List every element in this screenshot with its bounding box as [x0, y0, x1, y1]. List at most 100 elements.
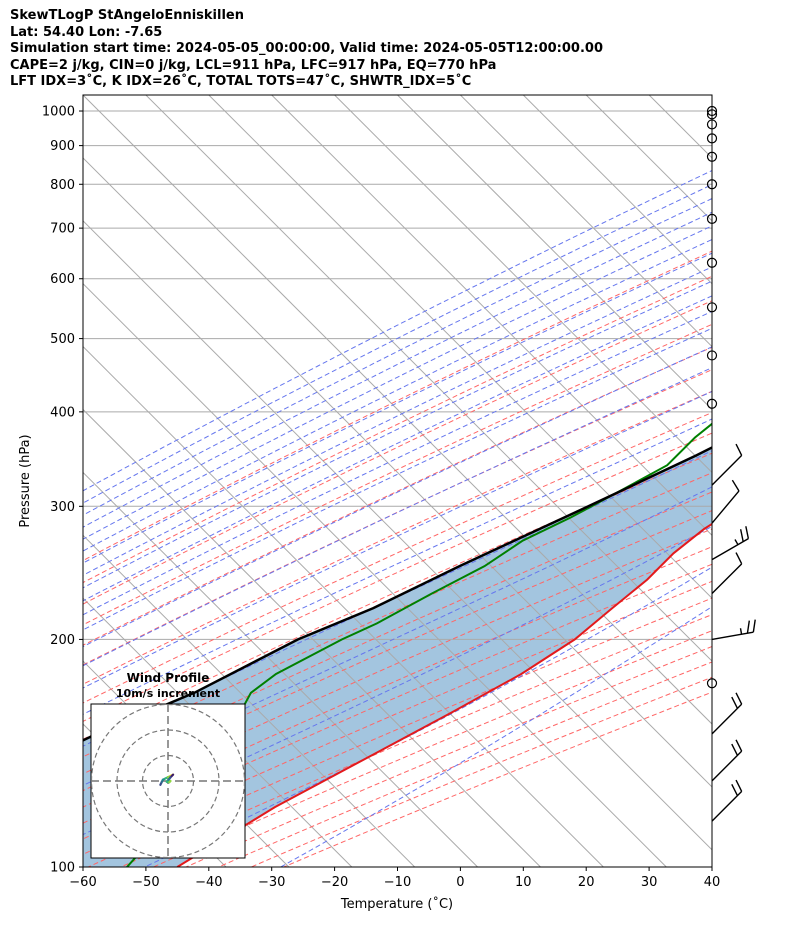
hodograph-title: Wind Profile	[127, 671, 210, 685]
dry-adiabat	[251, 676, 712, 867]
temperature-profile-line	[176, 522, 712, 867]
y-tick-label: 700	[50, 222, 75, 237]
isotherm-gridline	[83, 345, 604, 867]
wind-barb	[711, 739, 743, 782]
moist-adiabat	[83, 525, 712, 836]
calm-wind-marker	[706, 179, 718, 190]
dry-adiabat	[283, 691, 712, 867]
dry-adiabat	[83, 546, 712, 824]
mixing-ratio-line	[719, 95, 794, 279]
wind-barb	[711, 526, 750, 561]
moist-adiabat	[83, 346, 712, 648]
calm-wind-marker	[706, 350, 718, 361]
calm-wind-marker	[706, 151, 718, 162]
hodograph-subtitle: 10m/s increment	[116, 687, 220, 700]
chart-title: SkewTLogP StAngeloEnniskillen	[10, 8, 244, 23]
x-tick-label: −10	[384, 875, 411, 890]
hodograph-ring	[91, 704, 245, 858]
y-tick-label: 200	[50, 633, 75, 648]
moist-adiabat	[83, 225, 712, 540]
x-tick-label: −40	[195, 875, 222, 890]
x-tick-label: −20	[321, 875, 348, 890]
chart-header: SkewTLogP StAngeloEnniskillen Lat: 54.40…	[10, 8, 603, 91]
isotherm-gridline	[397, 95, 712, 411]
dry-adiabat	[83, 300, 712, 605]
wind-barb	[711, 552, 743, 595]
isotherm-gridline	[334, 95, 712, 474]
wind-barb	[711, 779, 743, 822]
y-tick-label: 1000	[42, 105, 75, 120]
calm-wind-marker	[706, 105, 718, 117]
x-axis-label: Temperature (˚C)	[340, 896, 453, 912]
moist-adiabat	[83, 198, 712, 516]
moist-adiabat	[83, 310, 712, 616]
dry-adiabat	[83, 563, 712, 840]
isotherm-gridline	[711, 95, 712, 96]
calm-wind-marker	[706, 398, 718, 409]
moist-adiabat	[83, 367, 712, 667]
dry-adiabat	[83, 346, 712, 646]
x-tick-label: 20	[578, 875, 595, 890]
x-tick-label: 40	[704, 875, 721, 890]
wind-barb	[711, 443, 743, 486]
isotherm-gridline	[208, 95, 712, 599]
moist-adiabat	[83, 238, 712, 552]
isotherm-gridline	[83, 95, 712, 725]
dry-adiabat	[83, 275, 712, 584]
wind-barb	[711, 692, 743, 735]
isotherm-gridline	[522, 95, 712, 285]
dry-adiabat	[185, 645, 712, 867]
x-tick-label: −50	[132, 875, 159, 890]
stability-indices: LFT IDX=3˚C, K IDX=26˚C, TOTAL TOTS=47˚C…	[10, 74, 472, 89]
x-tick-label: −30	[258, 875, 285, 890]
y-tick-label: 300	[50, 500, 75, 515]
isotherm-gridline	[83, 534, 416, 867]
moist-adiabat	[83, 266, 712, 576]
isotherm-gridline	[460, 95, 712, 348]
wind-barb	[711, 619, 756, 641]
x-tick-label: 30	[641, 875, 658, 890]
hodograph: Wind Profile 10m/s increment	[90, 671, 246, 859]
instability-indices: CAPE=2 j/kg, CIN=0 j/kg, LCL=911 hPa, LF…	[10, 57, 497, 73]
y-tick-label: 500	[50, 332, 75, 347]
moist-adiabat	[83, 390, 712, 689]
isotherm-gridline	[271, 95, 712, 537]
calm-wind-marker	[706, 678, 718, 689]
y-tick-label: 800	[50, 178, 75, 193]
calm-wind-marker	[706, 213, 718, 224]
mixing-ratio-line	[781, 95, 794, 279]
x-tick-label: 0	[456, 875, 464, 890]
dry-adiabat	[83, 323, 712, 626]
y-tick-label: 400	[50, 405, 75, 420]
hodograph-segment	[168, 779, 172, 784]
isotherm-gridline	[83, 157, 712, 788]
isotherm-gridline	[83, 282, 667, 867]
dry-adiabat	[153, 630, 712, 867]
dewpoint-profile-line	[126, 422, 712, 867]
simulation-times: Simulation start time: 2024-05-05_00:00:…	[10, 41, 603, 56]
station-coordinates: Lat: 54.40 Lon: -7.65	[10, 24, 163, 40]
wind-barb	[711, 479, 740, 524]
y-tick-label: 900	[50, 139, 75, 154]
y-axis-label: Pressure (hPa)	[18, 434, 33, 527]
parcel-profile-line	[83, 446, 712, 742]
moist-adiabat	[83, 418, 712, 715]
y-tick-label: 100	[50, 861, 75, 876]
isotherm-gridline	[145, 95, 712, 662]
moist-adiabat	[83, 486, 712, 787]
calm-wind-marker	[706, 133, 718, 144]
x-tick-label: −60	[69, 875, 96, 890]
calm-wind-marker	[706, 302, 718, 313]
dry-adiabat	[120, 614, 712, 867]
calm-wind-marker	[706, 119, 718, 130]
calm-wind-marker	[706, 257, 718, 268]
calm-wind-marker	[706, 109, 718, 120]
y-tick-label: 600	[50, 272, 75, 287]
moist-adiabat	[83, 450, 712, 747]
moist-adiabat	[83, 327, 712, 631]
x-tick-label: 10	[515, 875, 532, 890]
moist-adiabat	[83, 169, 712, 492]
isotherm-gridline	[83, 220, 712, 851]
isotherm-gridline	[83, 471, 478, 867]
